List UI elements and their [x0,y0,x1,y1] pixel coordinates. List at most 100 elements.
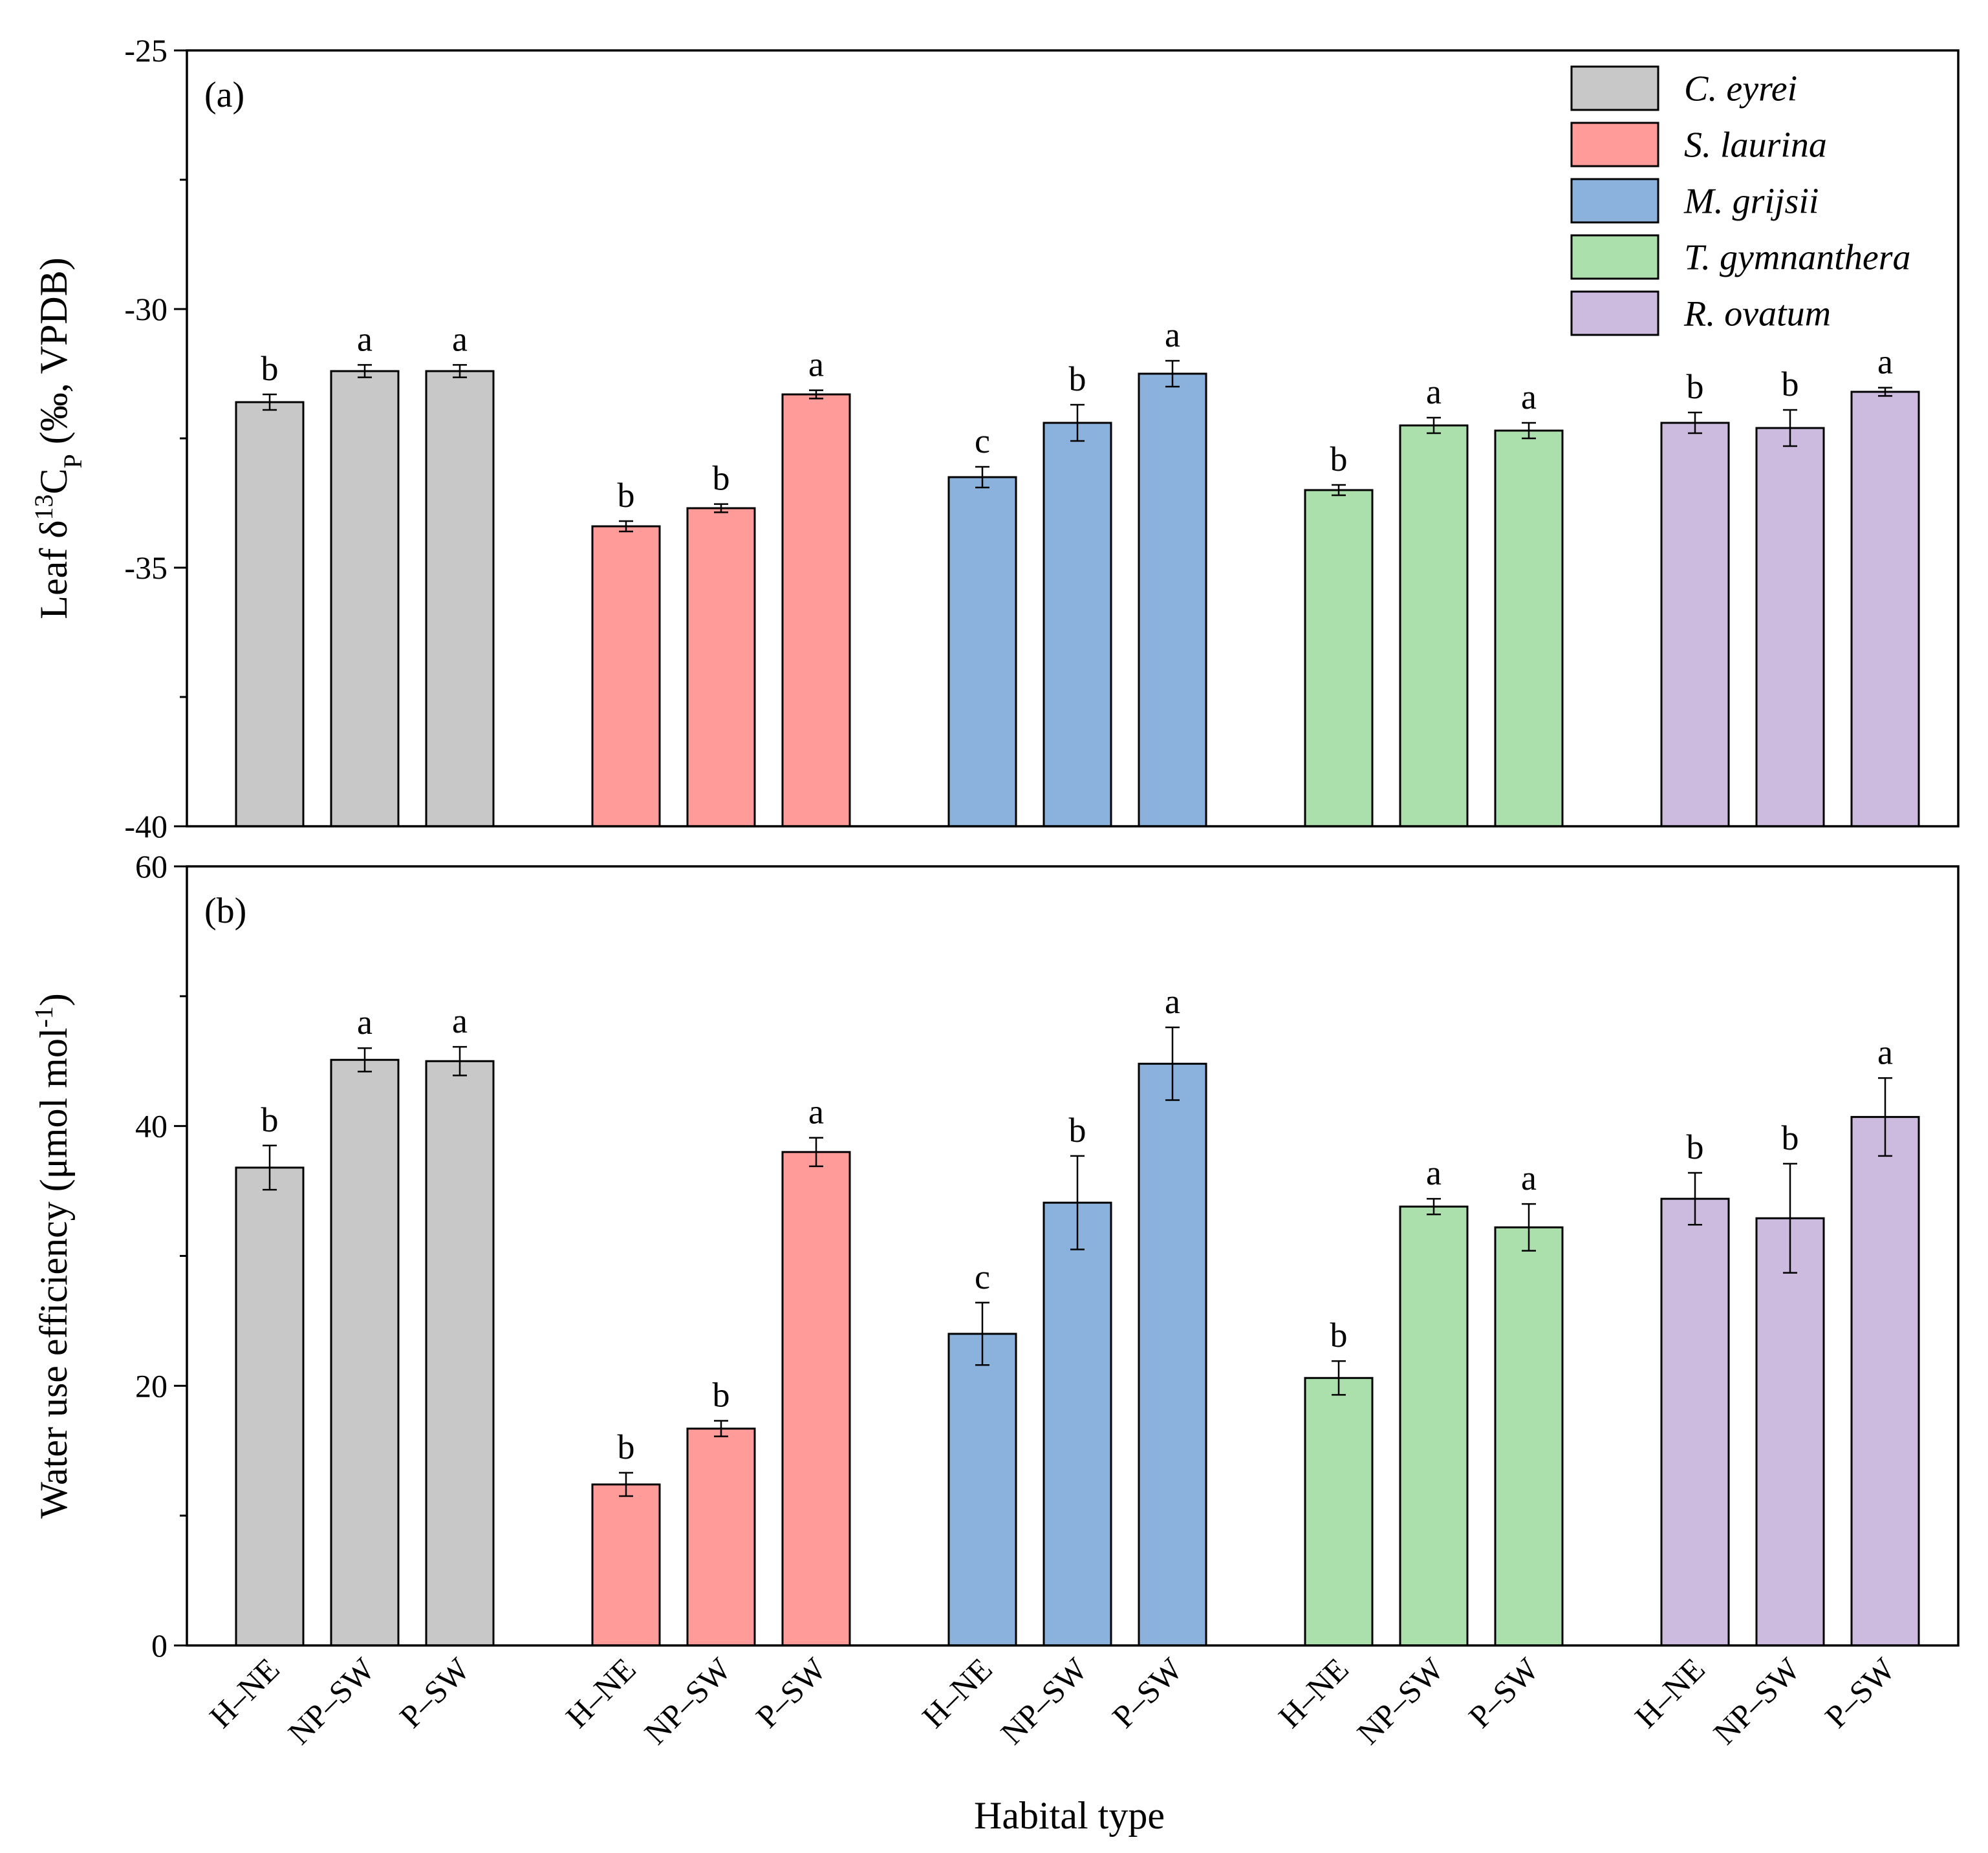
significance-letter: a [808,1093,824,1131]
significance-letter: b [261,1100,279,1139]
significance-letter: b [713,1376,730,1415]
bar [1399,1205,1469,1647]
bar [1138,1062,1207,1647]
x-tick-label: H–NE [1271,1651,1356,1735]
y-tick-label: -30 [124,291,167,327]
bar [686,1428,756,1647]
x-tick-label: H–NE [915,1651,999,1735]
bar [1138,372,1207,828]
bar [1304,1376,1374,1647]
bar [1850,391,1920,828]
significance-letter: b [1687,1128,1704,1166]
significance-letter: a [1877,343,1893,381]
bar [947,1333,1017,1647]
bar [1494,429,1564,828]
x-axis-title: Habital type [974,1794,1165,1837]
y-axis-title-sup: 13 [29,495,58,520]
y-axis-title-part: ) [32,993,75,1006]
bar [781,393,851,828]
y-axis-title-sup: -1 [29,1006,58,1027]
legend-swatch [1570,234,1659,280]
significance-letter: b [1782,1119,1799,1157]
significance-letter: b [1687,367,1704,406]
significance-letter: a [1877,1033,1893,1071]
x-tick-label: H–NE [202,1651,286,1735]
y-tick-label: -40 [124,808,167,844]
significance-letter: b [1330,440,1348,478]
significance-letter: c [975,1258,990,1296]
significance-letter: a [452,319,468,358]
bar [686,507,756,828]
y-axis-title-part: C [32,468,75,494]
x-tick-label: NP–SW [1350,1651,1451,1751]
significance-letter: a [1165,316,1180,354]
panel-a: b a a b b a c b a b a a b b a -40 -35 -30 -25 (a) Leaf δ13CP… [29,32,1960,844]
significance-letter: a [808,345,824,384]
x-tick-label: P–SW [1818,1651,1903,1735]
legend-swatch [1570,178,1659,224]
x-tick-label: P–SW [393,1651,477,1735]
bar [330,370,400,828]
bar [947,476,1017,828]
x-tick-label: NP–SW [993,1651,1094,1751]
significance-letter: a [1521,1159,1537,1197]
legend-label: T. gymnanthera [1684,238,1911,278]
bar [1755,427,1825,828]
bar [425,1060,495,1647]
legend-swatch [1570,65,1659,111]
significance-letter: a [1426,372,1442,411]
bar [1304,489,1374,828]
y-axis-title-sub: P [58,454,87,468]
significance-letter: b [1330,1316,1348,1355]
bar [330,1058,400,1647]
y-axis-title-part: Water use efficiency (μmol mol [32,1028,75,1519]
bar [1660,1197,1730,1647]
y-tick-label: 40 [135,1108,167,1144]
bar [235,401,305,828]
y-tick-label: -35 [124,550,167,586]
bar [1494,1226,1564,1647]
panel-b: b a a b b a c b a b a a b b a 0 20 40 60 (b) Water use effic… [29,848,1960,1837]
bar [1755,1217,1825,1647]
y-axis-title-part: (‰, VPDB) [32,257,75,454]
x-tick-label: H–NE [559,1651,643,1735]
y-tick-label: -25 [124,32,167,69]
significance-letter: b [1069,1111,1086,1150]
y-tick-label: 0 [151,1627,167,1664]
significance-letter: b [618,476,635,515]
bar [591,1483,661,1647]
significance-letter: a [1426,1153,1442,1192]
y-tick-label: 20 [135,1367,167,1404]
x-tick-label: P–SW [1462,1651,1546,1735]
bar [235,1166,305,1647]
significance-letter: a [452,1001,468,1040]
significance-letter: b [618,1428,635,1466]
x-tick-label: NP–SW [637,1651,738,1751]
significance-letter: b [1782,365,1799,403]
legend-label: C. eyrei [1684,69,1797,109]
x-tick-label: H–NE [1628,1651,1712,1735]
legend-label: M. grijsii [1683,182,1819,222]
bar [1660,422,1730,828]
legend-label: S. laurina [1684,125,1827,166]
y-tick-label: 60 [135,848,167,884]
significance-letter: a [357,319,373,358]
significance-letter: a [1165,982,1180,1021]
bar [1043,1201,1112,1647]
x-tick-label: NP–SW [1706,1651,1807,1751]
bar [425,370,495,828]
significance-letter: c [975,422,990,460]
y-axis-title-part: Leaf δ [32,520,75,619]
x-tick-label: P–SW [749,1651,834,1735]
legend-label: R. ovatum [1683,294,1831,334]
x-tick-label: P–SW [1105,1651,1190,1735]
legend-swatch [1570,290,1659,336]
significance-letter: b [713,459,730,498]
panel-label: (a) [204,75,244,115]
panel-label: (b) [204,891,246,931]
bar [591,525,661,828]
y-axis-title: Leaf δ13CP (‰, VPDB) [29,257,87,619]
legend-swatch [1570,122,1659,167]
bar [1399,424,1469,828]
